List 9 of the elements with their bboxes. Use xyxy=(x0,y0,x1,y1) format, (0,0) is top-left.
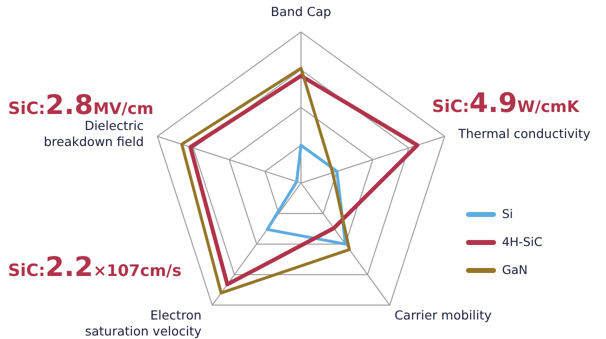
legend-label: Si xyxy=(502,207,513,221)
legend-label: 4H-SiC xyxy=(502,235,542,249)
legend-label: GaN xyxy=(502,263,528,277)
spoke-label: Electron saturation velocity xyxy=(84,308,202,339)
text: SiC:2.2×107cm/s xyxy=(8,252,182,283)
text: SiC:4.9W/cmK xyxy=(432,88,580,119)
spoke-label: Thermal conductivity xyxy=(457,126,591,141)
spoke-label: Carrier mobility xyxy=(394,308,492,323)
spoke-label: Band Cap xyxy=(270,4,332,19)
